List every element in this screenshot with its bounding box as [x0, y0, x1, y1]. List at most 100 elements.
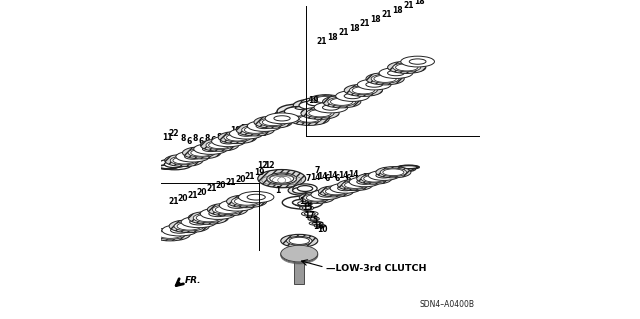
Ellipse shape: [267, 173, 297, 184]
Text: 18: 18: [414, 0, 424, 6]
Ellipse shape: [349, 177, 380, 187]
Text: —LOW-3rd CLUTCH: —LOW-3rd CLUTCH: [326, 264, 426, 273]
Ellipse shape: [212, 136, 245, 147]
Ellipse shape: [282, 196, 323, 209]
Ellipse shape: [234, 197, 259, 205]
Ellipse shape: [159, 165, 178, 169]
Ellipse shape: [309, 221, 323, 225]
Ellipse shape: [399, 166, 418, 169]
Ellipse shape: [164, 154, 203, 167]
Ellipse shape: [173, 157, 195, 164]
Ellipse shape: [258, 170, 306, 188]
Text: 8: 8: [192, 134, 198, 143]
Text: 14: 14: [317, 172, 328, 181]
Ellipse shape: [330, 98, 353, 105]
Ellipse shape: [298, 202, 309, 205]
Text: 6: 6: [324, 174, 330, 183]
Ellipse shape: [194, 144, 227, 154]
Ellipse shape: [292, 199, 312, 206]
Text: 14: 14: [338, 171, 348, 180]
Ellipse shape: [311, 190, 342, 199]
Ellipse shape: [369, 171, 399, 180]
Ellipse shape: [256, 123, 272, 129]
Ellipse shape: [227, 134, 248, 141]
Ellipse shape: [288, 186, 312, 195]
Ellipse shape: [344, 93, 361, 99]
Ellipse shape: [275, 109, 307, 120]
Ellipse shape: [191, 149, 212, 156]
Ellipse shape: [383, 169, 404, 176]
Ellipse shape: [170, 227, 189, 233]
Ellipse shape: [307, 194, 327, 201]
Ellipse shape: [247, 194, 266, 200]
Text: 21: 21: [403, 1, 413, 10]
Text: 21: 21: [316, 37, 327, 46]
Ellipse shape: [361, 174, 387, 183]
Ellipse shape: [390, 166, 415, 172]
Ellipse shape: [230, 128, 263, 139]
Ellipse shape: [164, 161, 186, 168]
Ellipse shape: [155, 230, 185, 239]
Ellipse shape: [376, 173, 392, 178]
Text: 11: 11: [163, 133, 173, 142]
Ellipse shape: [356, 173, 392, 184]
Ellipse shape: [269, 174, 294, 183]
Text: FR.: FR.: [184, 276, 201, 285]
Ellipse shape: [316, 96, 337, 103]
Text: 1: 1: [275, 186, 280, 195]
Ellipse shape: [393, 167, 413, 171]
Text: 5: 5: [248, 131, 253, 140]
Text: 21: 21: [425, 0, 435, 1]
Ellipse shape: [188, 211, 228, 224]
Ellipse shape: [299, 116, 319, 122]
Ellipse shape: [328, 97, 356, 106]
Text: 21: 21: [338, 28, 349, 37]
Ellipse shape: [184, 154, 201, 159]
Text: 2: 2: [260, 129, 266, 137]
Text: 17: 17: [305, 211, 315, 220]
Text: 7: 7: [305, 174, 310, 183]
Ellipse shape: [409, 59, 426, 64]
Ellipse shape: [289, 237, 310, 244]
Text: 21: 21: [206, 184, 217, 193]
Text: 10: 10: [317, 225, 327, 234]
Text: 11: 11: [362, 173, 372, 182]
Ellipse shape: [189, 219, 208, 225]
Ellipse shape: [220, 139, 237, 144]
Text: 14: 14: [328, 171, 338, 180]
Text: 15: 15: [302, 203, 312, 212]
Text: 6: 6: [187, 137, 192, 146]
Ellipse shape: [274, 116, 290, 121]
Ellipse shape: [325, 188, 346, 195]
Ellipse shape: [188, 148, 215, 157]
Ellipse shape: [300, 192, 334, 204]
Text: 20: 20: [235, 175, 246, 184]
Text: 10: 10: [230, 126, 241, 135]
Ellipse shape: [158, 231, 182, 238]
Text: 6: 6: [210, 137, 216, 145]
Ellipse shape: [319, 192, 334, 197]
Ellipse shape: [294, 200, 312, 207]
Ellipse shape: [323, 96, 361, 108]
Text: 8: 8: [204, 134, 210, 143]
Ellipse shape: [170, 156, 197, 165]
Text: 22: 22: [169, 129, 179, 138]
Ellipse shape: [296, 115, 322, 123]
Ellipse shape: [303, 194, 330, 202]
Ellipse shape: [281, 245, 318, 262]
Ellipse shape: [244, 126, 266, 133]
Ellipse shape: [337, 179, 372, 191]
Text: 5: 5: [312, 216, 317, 225]
Ellipse shape: [307, 99, 330, 106]
Ellipse shape: [312, 222, 320, 225]
Ellipse shape: [299, 101, 326, 110]
Text: 14: 14: [310, 173, 321, 182]
Ellipse shape: [224, 133, 251, 142]
Text: 20: 20: [216, 181, 227, 190]
Text: 23: 23: [266, 124, 276, 133]
Text: 4: 4: [254, 126, 259, 135]
Text: 6: 6: [222, 137, 227, 145]
Text: 21: 21: [360, 19, 370, 28]
Ellipse shape: [281, 247, 318, 264]
Ellipse shape: [309, 110, 331, 117]
